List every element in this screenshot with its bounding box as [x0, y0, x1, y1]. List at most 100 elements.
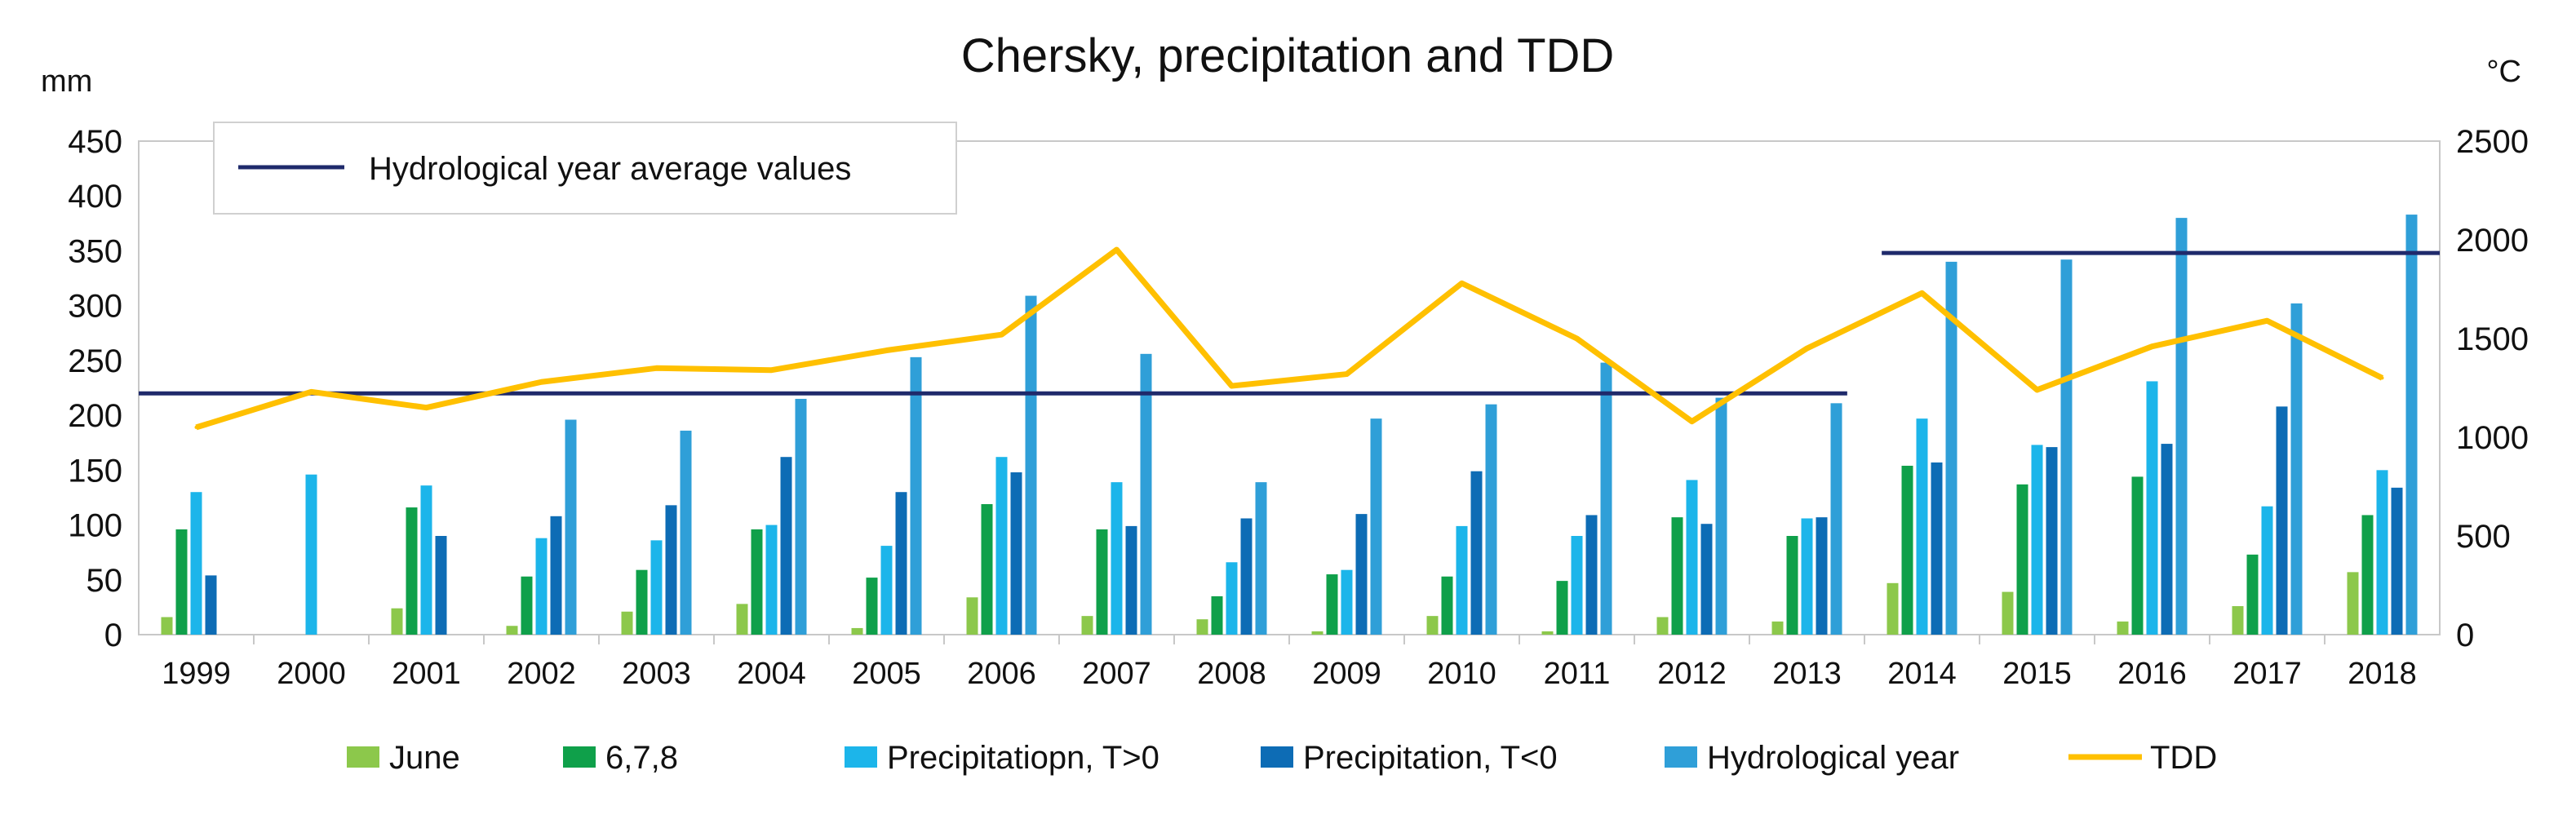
bar-june-2013: [1771, 621, 1784, 635]
inner-legend: Hydrological year average values: [213, 122, 957, 215]
bar-precipitatiopn-t-0-2008: [1226, 562, 1238, 635]
bar-june-2012: [1656, 617, 1669, 635]
bar-precipitatiopn-t-0-2010: [1456, 525, 1468, 635]
bar-6-7-8-2013: [1786, 536, 1798, 635]
bar-june-1999: [161, 617, 173, 635]
bar-6-7-8-1999: [175, 529, 188, 635]
bar-precipitatiopn-t-0-2011: [1571, 536, 1583, 635]
tdd-point-2018: [2380, 376, 2384, 380]
bottom-legend: June 6,7,8 Precipitatiopn, T>0 Precipitatio…: [347, 740, 2217, 776]
bar-june-2003: [621, 611, 633, 635]
bar-june-2001: [391, 608, 403, 635]
x-tick-label-1999: 1999: [162, 657, 231, 691]
bar-hydrological-year-2013: [1830, 403, 1842, 635]
left-axis-unit: mm: [41, 64, 92, 99]
legend-label-precipitatiopn-t-0: Precipitatiopn, T>0: [887, 740, 1159, 776]
bar-precipitation-t-0-2018: [2391, 487, 2403, 635]
bar-hydrological-year-2007: [1140, 353, 1152, 635]
left-tick-label: 350: [68, 233, 122, 269]
bar-june-2015: [2002, 591, 2014, 635]
bar-6-7-8-2006: [981, 504, 993, 635]
legend-label-hydrological-year: Hydrological year: [1707, 740, 1959, 776]
bar-june-2009: [1311, 631, 1323, 635]
bar-6-7-8-2001: [406, 507, 418, 635]
x-tick-label-2010: 2010: [1427, 657, 1496, 691]
bar-precipitatiopn-t-0-2015: [2031, 445, 2043, 635]
bar-6-7-8-2014: [1901, 465, 1913, 635]
bar-hydrological-year-2002: [565, 419, 577, 635]
bar-june-2002: [506, 626, 518, 635]
bar-hydrological-year-2011: [1600, 362, 1612, 635]
bar-6-7-8-2012: [1671, 517, 1683, 635]
bar-precipitation-t-0-2001: [435, 536, 447, 635]
bar-precipitation-t-0-2016: [2161, 444, 2173, 635]
bar-precipitation-t-0-2010: [1470, 471, 1483, 635]
bar-precipitatiopn-t-0-2016: [2146, 381, 2158, 635]
tdd-point-2002: [539, 380, 543, 384]
x-tick-label-2011: 2011: [1544, 657, 1611, 691]
right-tick-label: 1500: [2456, 321, 2529, 357]
tdd-point-2009: [1345, 372, 1349, 376]
bar-precipitation-t-0-1999: [205, 575, 217, 635]
bar-june-2006: [966, 597, 978, 635]
bar-hydrological-year-2005: [910, 356, 922, 635]
bar-june-2017: [2232, 606, 2244, 635]
bar-6-7-8-2011: [1556, 581, 1568, 635]
bar-precipitatiopn-t-0-2017: [2261, 506, 2273, 635]
bar-6-7-8-2003: [636, 569, 648, 635]
legend-label-june: June: [389, 740, 460, 776]
bar-precipitation-t-0-2007: [1125, 525, 1137, 635]
right-tick-label: 0: [2456, 618, 2474, 653]
x-tick-label-2012: 2012: [1657, 657, 1727, 691]
bar-hydrological-year-2018: [2405, 215, 2418, 635]
bar-precipitation-t-0-2009: [1355, 514, 1368, 635]
bar-hydrological-year-2016: [2175, 218, 2188, 635]
x-tick-label-2016: 2016: [2117, 657, 2187, 691]
legend-label-tdd: TDD: [2150, 740, 2217, 776]
bar-hydrological-year-2010: [1485, 404, 1497, 635]
bar-hydrological-year-2015: [2060, 259, 2073, 635]
legend-label-6-7-8: 6,7,8: [605, 740, 678, 776]
bar-precipitatiopn-t-0-2006: [995, 457, 1008, 635]
tdd-point-2017: [2265, 319, 2269, 323]
left-tick-label: 0: [104, 618, 122, 653]
left-tick-label: 400: [68, 179, 122, 215]
tdd-point-2016: [2150, 344, 2154, 348]
bar-6-7-8-2010: [1441, 576, 1453, 635]
tdd-point-2014: [1920, 291, 1924, 295]
bar-precipitation-t-0-2015: [2046, 447, 2058, 635]
x-tick-label-2018: 2018: [2348, 657, 2417, 691]
bar-june-2011: [1541, 631, 1554, 635]
bar-precipitation-t-0-2004: [780, 457, 792, 635]
bar-precipitation-t-0-2013: [1816, 517, 1828, 635]
bar-6-7-8-2009: [1326, 574, 1338, 635]
bar-precipitation-t-0-2012: [1700, 524, 1713, 635]
left-tick-label: 300: [68, 289, 122, 325]
bar-precipitation-t-0-2011: [1585, 515, 1598, 635]
bar-june-2007: [1081, 616, 1093, 635]
bar-june-2014: [1887, 582, 1899, 635]
x-tick-label-2009: 2009: [1312, 657, 1381, 691]
bar-precipitatiopn-t-0-2009: [1341, 569, 1353, 635]
tdd-point-2010: [1460, 281, 1464, 286]
legend-label-precipitation-t-0: Precipitation, T<0: [1303, 740, 1558, 776]
bar-precipitation-t-0-2006: [1010, 472, 1022, 635]
bar-6-7-8-2018: [2361, 515, 2374, 635]
bar-hydrological-year-2006: [1025, 295, 1037, 635]
bar-hydrological-year-2009: [1370, 418, 1382, 635]
bar-precipitatiopn-t-0-2004: [765, 525, 778, 635]
bar-hydrological-year-2017: [2290, 303, 2303, 635]
left-tick-label: 150: [68, 453, 122, 489]
right-tick-label: 2000: [2456, 223, 2529, 259]
tdd-point-1999: [194, 425, 198, 429]
tdd-point-2012: [1690, 419, 1694, 423]
bar-june-2018: [2347, 572, 2359, 635]
bar-precipitatiopn-t-0-2005: [880, 546, 893, 635]
left-tick-label: 200: [68, 398, 122, 434]
bar-precipitatiopn-t-0-1999: [190, 492, 202, 635]
bar-6-7-8-2004: [751, 529, 763, 635]
bar-precipitation-t-0-2014: [1931, 462, 1943, 635]
right-tick-label: 1000: [2456, 420, 2529, 456]
bar-precipitation-t-0-2017: [2276, 406, 2288, 635]
